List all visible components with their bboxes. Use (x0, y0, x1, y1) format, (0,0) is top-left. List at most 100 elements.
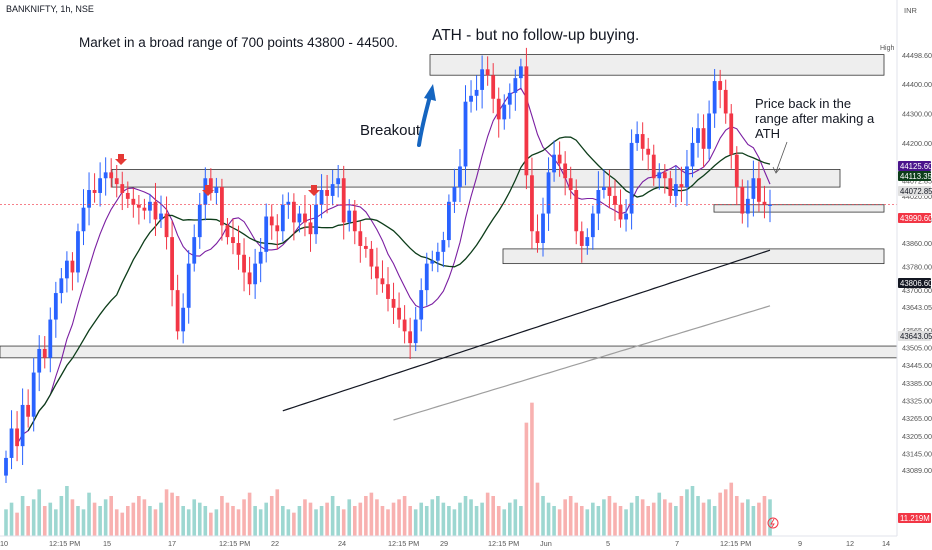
volume-bar (546, 502, 551, 536)
candle-body (458, 166, 462, 188)
volume-bar (430, 499, 435, 536)
volume-bar (325, 502, 329, 536)
volume-bar (31, 499, 36, 536)
volume-bar (530, 402, 534, 536)
pointer-line (775, 141, 788, 173)
price-tick-label: 43445.00 (902, 361, 932, 370)
candle-body (613, 195, 617, 205)
volume-bar (513, 499, 518, 536)
volume-bar (148, 506, 152, 536)
candle-body (120, 184, 125, 193)
volume-bar (491, 496, 495, 536)
candle-body (275, 225, 280, 232)
volume-bar (507, 502, 512, 536)
candle-body (369, 248, 374, 267)
volume-bar (59, 496, 64, 536)
lightning-icon[interactable] (767, 517, 779, 529)
volume-bar (203, 506, 208, 536)
time-tick-label: 9 (798, 539, 802, 548)
breakout-arrowhead-icon (424, 84, 436, 101)
volume-bar (640, 499, 645, 536)
volume-bar (591, 502, 595, 536)
candle-body (197, 204, 202, 238)
candle-body (192, 237, 197, 264)
pointer-arrowhead-icon (772, 166, 781, 174)
price-tick-label: 43860.00 (902, 239, 932, 248)
candle-body (375, 266, 379, 279)
price-tick-label: 43089.00 (902, 466, 932, 475)
volume-bar (685, 489, 689, 536)
price-badge (898, 331, 931, 341)
candle-body (175, 290, 180, 332)
ath-annotation: ATH - but no follow-up buying. (432, 27, 639, 44)
breakout-annotation: Breakout (360, 122, 421, 139)
candle-body (629, 142, 634, 214)
candle-body (579, 231, 584, 246)
candle-body (463, 101, 468, 167)
volume-bar (103, 499, 108, 536)
volume-bar (20, 496, 25, 536)
volume-bar (579, 506, 584, 536)
candle-body (264, 216, 269, 252)
volume-bar (4, 509, 8, 536)
volume-bar (114, 509, 119, 536)
ma-slow-line (282, 249, 771, 412)
candle-body (651, 154, 656, 179)
volume-bar (319, 506, 324, 536)
price-badge-label: 11.219M (900, 514, 930, 523)
candle-body (413, 319, 418, 344)
volume-bar (734, 496, 739, 536)
volume-bar (618, 506, 623, 536)
candle-body (563, 163, 568, 179)
candle-body (64, 260, 69, 279)
candle-body (253, 263, 258, 285)
time-tick-label: 22 (271, 539, 279, 548)
candle-body (42, 348, 47, 358)
volume-bar (358, 502, 363, 536)
price-tick-label: 43325.00 (902, 397, 932, 406)
price-badge-label: 44072.85 (900, 187, 932, 196)
candle-body (452, 187, 457, 202)
volume-bar (452, 509, 457, 536)
volume-bar (746, 499, 750, 536)
candle-body (657, 172, 662, 179)
price-badge-label: 44125.60 (900, 162, 932, 171)
time-tick-label: 15 (103, 539, 111, 548)
price-back-annotation-line1: Price back in the (755, 96, 851, 111)
volume-bar (214, 509, 219, 536)
volume-bar (264, 502, 269, 536)
volume-bar (48, 502, 53, 536)
price-tick-label: 43700.00 (902, 286, 932, 295)
candle-body (419, 290, 424, 320)
candle-body (718, 81, 723, 90)
price-tick-label: 44200.00 (902, 139, 932, 148)
candle-body (181, 307, 186, 332)
volume-bar (197, 502, 202, 536)
price-axis[interactable]: INR 44498.60 44400.00 44300.00 44200.00 4407… (896, 0, 932, 536)
candle-body (314, 204, 318, 235)
range-annotation: Market in a broad range of 700 points 43… (79, 35, 398, 50)
price-tick-label: 43505.00 (902, 344, 932, 353)
candle-body (70, 260, 75, 273)
candle-body (740, 187, 745, 214)
volume-bar (596, 506, 601, 536)
volume-bar (87, 492, 91, 536)
time-axis[interactable]: 10 12:15 PM 15 17 12:15 PM 22 24 12:15 PM 29 12:1… (0, 535, 897, 548)
time-tick-label: 14 (882, 539, 890, 548)
volume-bar (109, 496, 113, 536)
time-tick-label: 29 (440, 539, 448, 548)
volume-bar (624, 509, 628, 536)
price-tick-label: 43385.00 (902, 379, 932, 388)
volume-bar (159, 502, 163, 536)
currency-label: INR (904, 6, 918, 15)
time-tick-label: 10 (0, 539, 8, 548)
candle-body (446, 201, 451, 241)
volume-bar (768, 499, 772, 536)
time-tick-label: 5 (606, 539, 610, 548)
candle-body (291, 201, 296, 223)
volume-bar (441, 502, 446, 536)
volume-bar (269, 496, 274, 536)
volume-bar (92, 502, 97, 536)
price-tick-label: 43643.05 (902, 303, 932, 312)
